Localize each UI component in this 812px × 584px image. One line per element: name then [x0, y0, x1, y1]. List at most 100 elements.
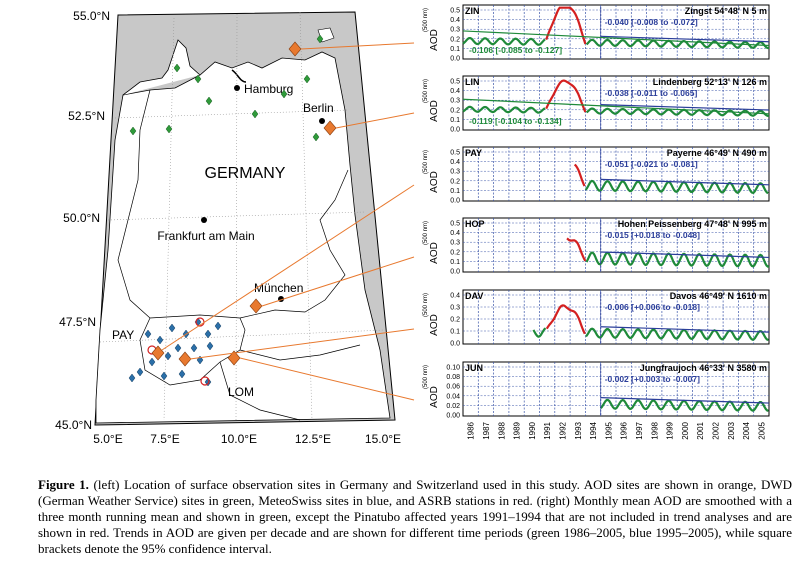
city-marker-berlin: [319, 118, 325, 124]
land-area: [95, 51, 391, 424]
y-tick-label: 0.5: [450, 221, 460, 228]
year-label: 1990: [528, 421, 537, 439]
country-label: GERMANY: [205, 165, 286, 182]
year-label: 1996: [620, 421, 629, 439]
aod-sites: [151, 41, 337, 367]
y-axis-label: AOD: [429, 29, 440, 51]
y-tick-label: 0.1: [450, 329, 460, 336]
trend-label-green: -0.119 [-0.104 to -0.134]: [469, 116, 562, 126]
panel-title: Davos 46°49' N 1610 m: [670, 291, 767, 301]
y-tick-label: 0.3: [450, 98, 460, 105]
y-tick-label: 0.3: [450, 169, 460, 176]
year-label: 1993: [574, 421, 583, 439]
year-label: 1992: [558, 421, 567, 439]
series-line-pinatubo: [573, 163, 586, 187]
series-line-green-early: [532, 327, 547, 338]
series-line-pinatubo: [545, 304, 586, 335]
y-tick-label: 0.0: [450, 56, 460, 63]
graticule: [99, 11, 386, 421]
lon-label-15: 15.0°E: [365, 432, 401, 446]
series-line-green: [599, 398, 769, 412]
trend-label-blue: -0.038 [-0.011 to -0.065]: [605, 88, 698, 98]
year-label: 1997: [635, 421, 644, 439]
y-tick-label: 0.1: [450, 46, 460, 53]
y-tick-label: 0.0: [450, 127, 460, 134]
trend-line-blue: [600, 251, 770, 259]
panel-lin: 0.0 0.1 0.2 0.3 0.4 0.5 AOD(500 nm) LIN Lindenbe…: [423, 75, 770, 134]
panel-title: Jungfraujoch 46°33' N 3580 m: [640, 363, 767, 373]
year-label: 2001: [696, 421, 705, 439]
y-tick-label: 0.00: [446, 413, 460, 420]
caption-label: Figure 1.: [38, 477, 89, 492]
lat-label-525: 52.5°N: [68, 109, 105, 123]
lat-label-55: 55.0°N: [73, 9, 110, 23]
y-tick-label: 0.3: [450, 305, 460, 312]
site-label-lom: LOM: [228, 385, 254, 399]
y-tick-label: 0.4: [450, 230, 460, 237]
city-marker-frankfurt: [201, 217, 207, 223]
series-line-pinatubo: [545, 79, 587, 113]
trend-label-blue: -0.002 [+0.003 to -0.007]: [605, 374, 700, 384]
meteoswiss-sites: [128, 317, 222, 387]
y-tick-label: 0.2: [450, 249, 460, 256]
y-tick-label: 0.04: [446, 393, 460, 400]
year-label: 1994: [589, 421, 598, 439]
y-tick-label: 0.02: [446, 403, 460, 410]
year-label: 2000: [681, 421, 690, 439]
trend-line-green: [462, 98, 770, 115]
map-panel: 55.0°N 52.5°N 50.0°N 47.5°N 45.0°N 5.0°E…: [55, 9, 415, 446]
panel-code: JUN: [465, 363, 483, 373]
y-tick-label: 0.1: [450, 188, 460, 195]
y-tick-label: 0.5: [450, 150, 460, 157]
y-axis-unit: (500 nm): [423, 221, 429, 245]
city-marker-hamburg: [234, 85, 240, 91]
trend-label-blue: -0.006 [+0.006 to -0.018]: [605, 302, 700, 312]
year-label: 1986: [467, 421, 476, 439]
lon-label-125: 12.5°E: [295, 432, 331, 446]
site-label-pay: PAY: [112, 328, 134, 342]
year-label: 2004: [742, 421, 751, 439]
lon-label-10: 10.0°E: [221, 432, 257, 446]
y-axis-unit: (500 nm): [423, 150, 429, 174]
y-axis-label: AOD: [429, 386, 440, 408]
y-tick-label: 0.2: [450, 317, 460, 324]
coastline: [122, 39, 201, 96]
y-tick-label: 0.08: [446, 374, 460, 381]
y-tick-label: 0.2: [450, 178, 460, 185]
year-axis: 1986 1987 1988 1989 1990 1991 1992 1993 1994 1995…: [467, 421, 767, 439]
trend-label-blue: -0.051 [-0.021 to -0.081]: [605, 159, 698, 169]
y-tick-label: 0.3: [450, 240, 460, 247]
caption-text: (left) Location of surface observation s…: [38, 477, 793, 556]
panel-zin: 0.0 0.1 0.2 0.3 0.4 0.5 AOD(500 nm) ZIN Zingst 5…: [423, 4, 770, 63]
trend-line-blue: [600, 35, 770, 43]
y-tick-label: 0.2: [450, 107, 460, 114]
trend-label-blue: -0.015 [+0.018 to -0.048]: [605, 230, 700, 240]
series-line-pinatubo: [545, 6, 587, 45]
trend-label-blue: -0.040 [-0.008 to -0.072]: [605, 17, 698, 27]
year-label: 1991: [543, 421, 552, 439]
y-tick-label: 0.1: [450, 117, 460, 124]
y-tick-label: 0.0: [450, 198, 460, 205]
trend-line-blue: [600, 178, 770, 186]
year-label: 2003: [727, 421, 736, 439]
series-line-green-early: [462, 36, 546, 46]
y-tick-label: 0.06: [446, 384, 460, 391]
y-tick-label: 0.2: [450, 36, 460, 43]
y-axis-label: AOD: [429, 242, 440, 264]
y-axis-label: AOD: [429, 171, 440, 193]
year-label: 1987: [482, 421, 491, 439]
y-axis-unit: (500 nm): [423, 293, 429, 317]
y-tick-label: 0.4: [450, 88, 460, 95]
y-tick-label: 0.5: [450, 8, 460, 15]
panel-pay: 0.0 0.1 0.2 0.3 0.4 0.5 AOD(500 nm) PAY Payerne …: [423, 146, 770, 205]
panel-hop: 0.0 0.1 0.2 0.3 0.4 0.5 AOD(500 nm) HOP Hohen Pe…: [423, 217, 770, 276]
y-tick-label: 0.4: [450, 17, 460, 24]
panel-code: HOP: [465, 219, 485, 229]
series-line-green: [584, 179, 769, 195]
series-line-green-early: [462, 105, 546, 114]
trend-label-green: -0.106 [-0.085 to -0.127]: [469, 45, 562, 55]
city-label-muenchen: München: [254, 281, 303, 295]
y-tick-label: 0.4: [450, 159, 460, 166]
panel-title: Zingst 54°48' N 5 m: [685, 6, 767, 16]
lon-label-5: 5.0°E: [93, 432, 122, 446]
